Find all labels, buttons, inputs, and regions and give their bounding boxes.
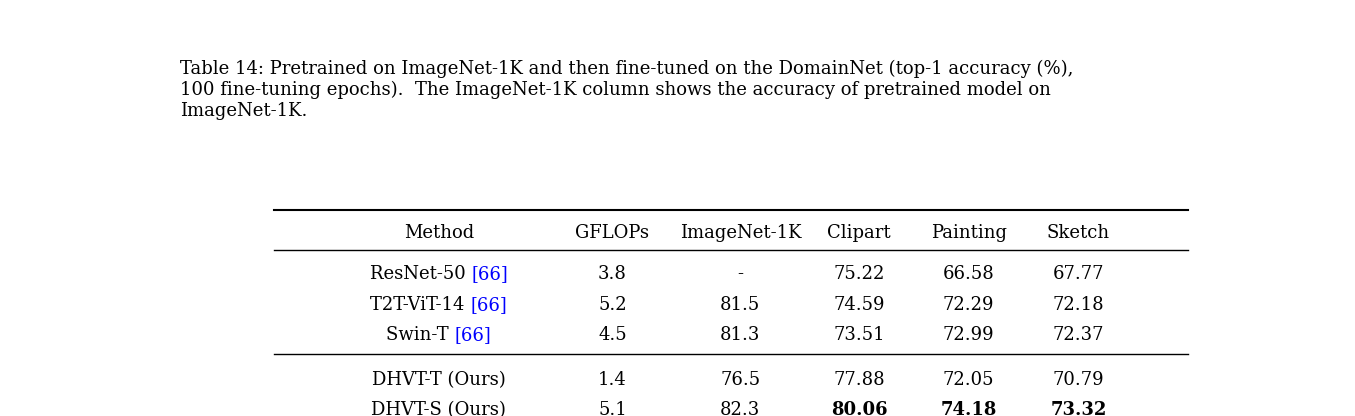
Text: 75.22: 75.22 [833, 265, 885, 283]
Text: 74.18: 74.18 [940, 401, 997, 416]
Text: 72.29: 72.29 [943, 296, 995, 314]
Text: 81.5: 81.5 [721, 296, 760, 314]
Text: 73.32: 73.32 [1050, 401, 1107, 416]
Text: 4.5: 4.5 [598, 326, 627, 344]
Text: ResNet-50: ResNet-50 [370, 265, 472, 283]
Text: 77.88: 77.88 [833, 371, 885, 389]
Text: 70.79: 70.79 [1053, 371, 1104, 389]
Text: 74.59: 74.59 [833, 296, 885, 314]
Text: DHVT-T (Ours): DHVT-T (Ours) [373, 371, 505, 389]
Text: GFLOPs: GFLOPs [576, 223, 649, 242]
Text: 5.2: 5.2 [598, 296, 627, 314]
Text: [66]: [66] [472, 265, 508, 283]
Text: 66.58: 66.58 [943, 265, 995, 283]
Text: Painting: Painting [931, 223, 1007, 242]
Text: 73.51: 73.51 [833, 326, 885, 344]
Text: ImageNet-1K: ImageNet-1K [680, 223, 801, 242]
Text: 82.3: 82.3 [721, 401, 760, 416]
Text: 72.18: 72.18 [1053, 296, 1104, 314]
Text: Sketch: Sketch [1047, 223, 1110, 242]
Text: Swin-T: Swin-T [386, 326, 455, 344]
Text: 67.77: 67.77 [1053, 265, 1104, 283]
Text: DHVT-S (Ours): DHVT-S (Ours) [371, 401, 507, 416]
Text: 81.3: 81.3 [720, 326, 760, 344]
Text: -: - [737, 265, 744, 283]
Text: Table 14: Pretrained on ImageNet-1K and then fine-tuned on the DomainNet (top-1 : Table 14: Pretrained on ImageNet-1K and … [180, 59, 1073, 120]
Text: 72.99: 72.99 [943, 326, 995, 344]
Text: 72.37: 72.37 [1053, 326, 1104, 344]
Text: Method: Method [404, 223, 474, 242]
Text: 76.5: 76.5 [721, 371, 760, 389]
Text: 1.4: 1.4 [598, 371, 627, 389]
Text: 72.05: 72.05 [943, 371, 995, 389]
Text: T2T-ViT-14: T2T-ViT-14 [370, 296, 470, 314]
Text: 3.8: 3.8 [598, 265, 627, 283]
Text: 5.1: 5.1 [598, 401, 627, 416]
Text: Clipart: Clipart [828, 223, 890, 242]
Text: 80.06: 80.06 [831, 401, 888, 416]
Text: [66]: [66] [455, 326, 492, 344]
Text: [66]: [66] [470, 296, 507, 314]
